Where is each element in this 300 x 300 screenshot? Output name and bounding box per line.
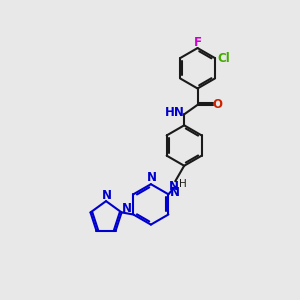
Text: N: N: [122, 202, 132, 215]
Text: N: N: [170, 186, 180, 199]
Text: HN: HN: [165, 106, 185, 119]
Text: N: N: [102, 189, 112, 202]
Text: F: F: [194, 36, 202, 49]
Text: N: N: [146, 171, 157, 184]
Text: Cl: Cl: [217, 52, 230, 65]
Text: H: H: [179, 179, 187, 189]
Text: N: N: [169, 180, 179, 193]
Text: O: O: [213, 98, 223, 111]
